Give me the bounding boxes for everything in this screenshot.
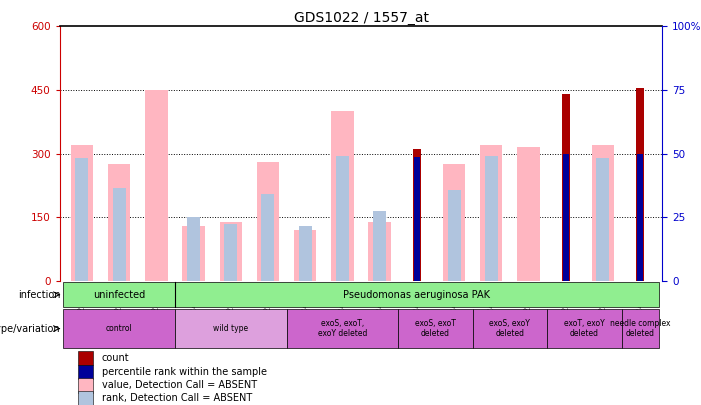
Bar	[257, 162, 279, 281]
Bar	[224, 224, 237, 281]
Text: control: control	[106, 324, 132, 333]
Bar	[336, 156, 349, 281]
Bar	[622, 309, 659, 348]
Bar	[108, 164, 130, 281]
Bar	[175, 282, 659, 307]
Text: value, Detection Call = ABSENT: value, Detection Call = ABSENT	[102, 380, 257, 390]
Bar	[261, 194, 275, 281]
Bar	[113, 188, 125, 281]
Bar	[547, 309, 622, 348]
Bar	[78, 391, 93, 405]
Bar	[369, 222, 390, 281]
Bar	[182, 226, 205, 281]
Bar	[299, 226, 312, 281]
Bar	[562, 94, 570, 281]
Text: wild type: wild type	[213, 324, 248, 333]
Text: exoT, exoY
deleted: exoT, exoY deleted	[564, 319, 605, 338]
Bar	[76, 158, 88, 281]
Text: percentile rank within the sample: percentile rank within the sample	[102, 367, 267, 377]
Bar	[78, 365, 93, 379]
Text: exoS, exoY
deleted: exoS, exoY deleted	[489, 319, 531, 338]
Bar	[480, 145, 503, 281]
Bar	[447, 190, 461, 281]
Text: count: count	[102, 353, 130, 363]
Bar	[637, 153, 643, 281]
Text: needle complex
deleted: needle complex deleted	[610, 319, 670, 338]
Bar	[63, 282, 175, 307]
Bar	[414, 157, 420, 281]
Bar	[636, 88, 644, 281]
Text: exoS, exoT,
exoY deleted: exoS, exoT, exoY deleted	[318, 319, 367, 338]
Text: infection: infection	[18, 290, 60, 300]
Title: GDS1022 / 1557_at: GDS1022 / 1557_at	[294, 11, 428, 25]
Text: exoS, exoT
deleted: exoS, exoT deleted	[415, 319, 456, 338]
Bar	[145, 90, 168, 281]
Bar	[175, 309, 287, 348]
Text: rank, Detection Call = ABSENT: rank, Detection Call = ABSENT	[102, 393, 252, 403]
Bar	[597, 158, 609, 281]
Bar	[443, 164, 465, 281]
Bar	[413, 149, 421, 281]
Bar	[472, 309, 547, 348]
Bar	[219, 222, 242, 281]
Bar	[563, 153, 569, 281]
Bar	[592, 145, 614, 281]
Bar	[78, 378, 93, 392]
Text: uninfected: uninfected	[93, 290, 145, 300]
Bar	[373, 211, 386, 281]
Text: genotype/variation: genotype/variation	[0, 324, 60, 334]
Bar	[294, 230, 316, 281]
Bar	[287, 309, 398, 348]
Bar	[187, 217, 200, 281]
Bar	[517, 147, 540, 281]
Bar	[78, 351, 93, 365]
Bar	[398, 309, 472, 348]
Bar	[71, 145, 93, 281]
Bar	[485, 156, 498, 281]
Text: Pseudomonas aeruginosa PAK: Pseudomonas aeruginosa PAK	[343, 290, 490, 300]
Bar	[332, 111, 353, 281]
Bar	[63, 309, 175, 348]
